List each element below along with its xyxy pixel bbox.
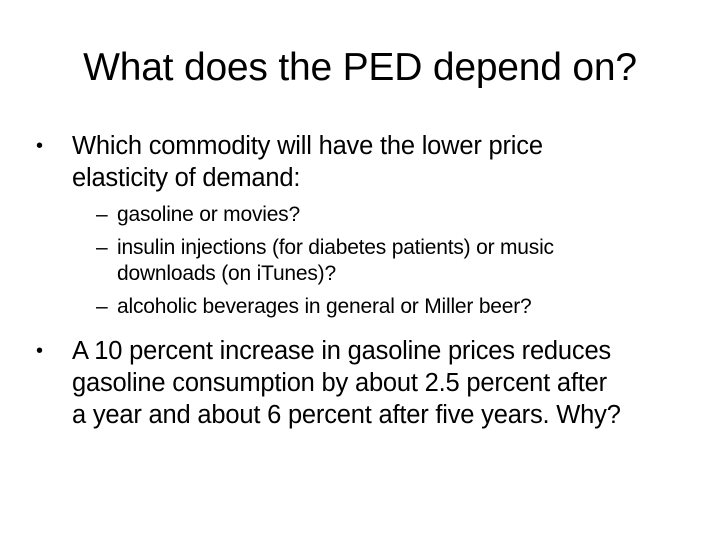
slide-body: • Which commodity will have the lower pr… bbox=[36, 130, 696, 431]
bullet-marker: • bbox=[36, 135, 43, 157]
dash-marker: – bbox=[96, 236, 108, 259]
bullet-line: gasoline consumption by about 2.5 percen… bbox=[72, 369, 607, 397]
sub-bullet-text: gasoline or movies? bbox=[117, 203, 300, 226]
bullet-item: • Which commodity will have the lower pr… bbox=[36, 130, 696, 194]
bullet-marker: • bbox=[36, 340, 43, 362]
sub-bullet-line: insulin injections (for diabetes patient… bbox=[117, 236, 554, 259]
bullet-item: • A 10 percent increase in gasoline pric… bbox=[36, 335, 696, 431]
sub-bullet-list: – gasoline or movies? – insulin injectio… bbox=[96, 202, 696, 320]
sub-bullet-text: alcoholic beverages in general or Miller… bbox=[117, 295, 532, 318]
sub-bullet-item: – alcoholic beverages in general or Mill… bbox=[96, 294, 696, 320]
dash-marker: – bbox=[96, 203, 108, 226]
bullet-line: a year and about 6 percent after five ye… bbox=[72, 401, 621, 429]
sub-bullet-item: – insulin injections (for diabetes patie… bbox=[96, 235, 696, 287]
sub-bullet-line: downloads (on iTunes)? bbox=[117, 262, 336, 285]
slide-title: What does the PED depend on? bbox=[83, 46, 637, 89]
dash-marker: – bbox=[96, 295, 108, 318]
bullet-line: A 10 percent increase in gasoline prices… bbox=[72, 337, 611, 365]
bullet-line: elasticity of demand: bbox=[72, 164, 301, 192]
sub-bullet-item: – gasoline or movies? bbox=[96, 202, 696, 228]
bullet-line: Which commodity will have the lower pric… bbox=[72, 132, 543, 160]
